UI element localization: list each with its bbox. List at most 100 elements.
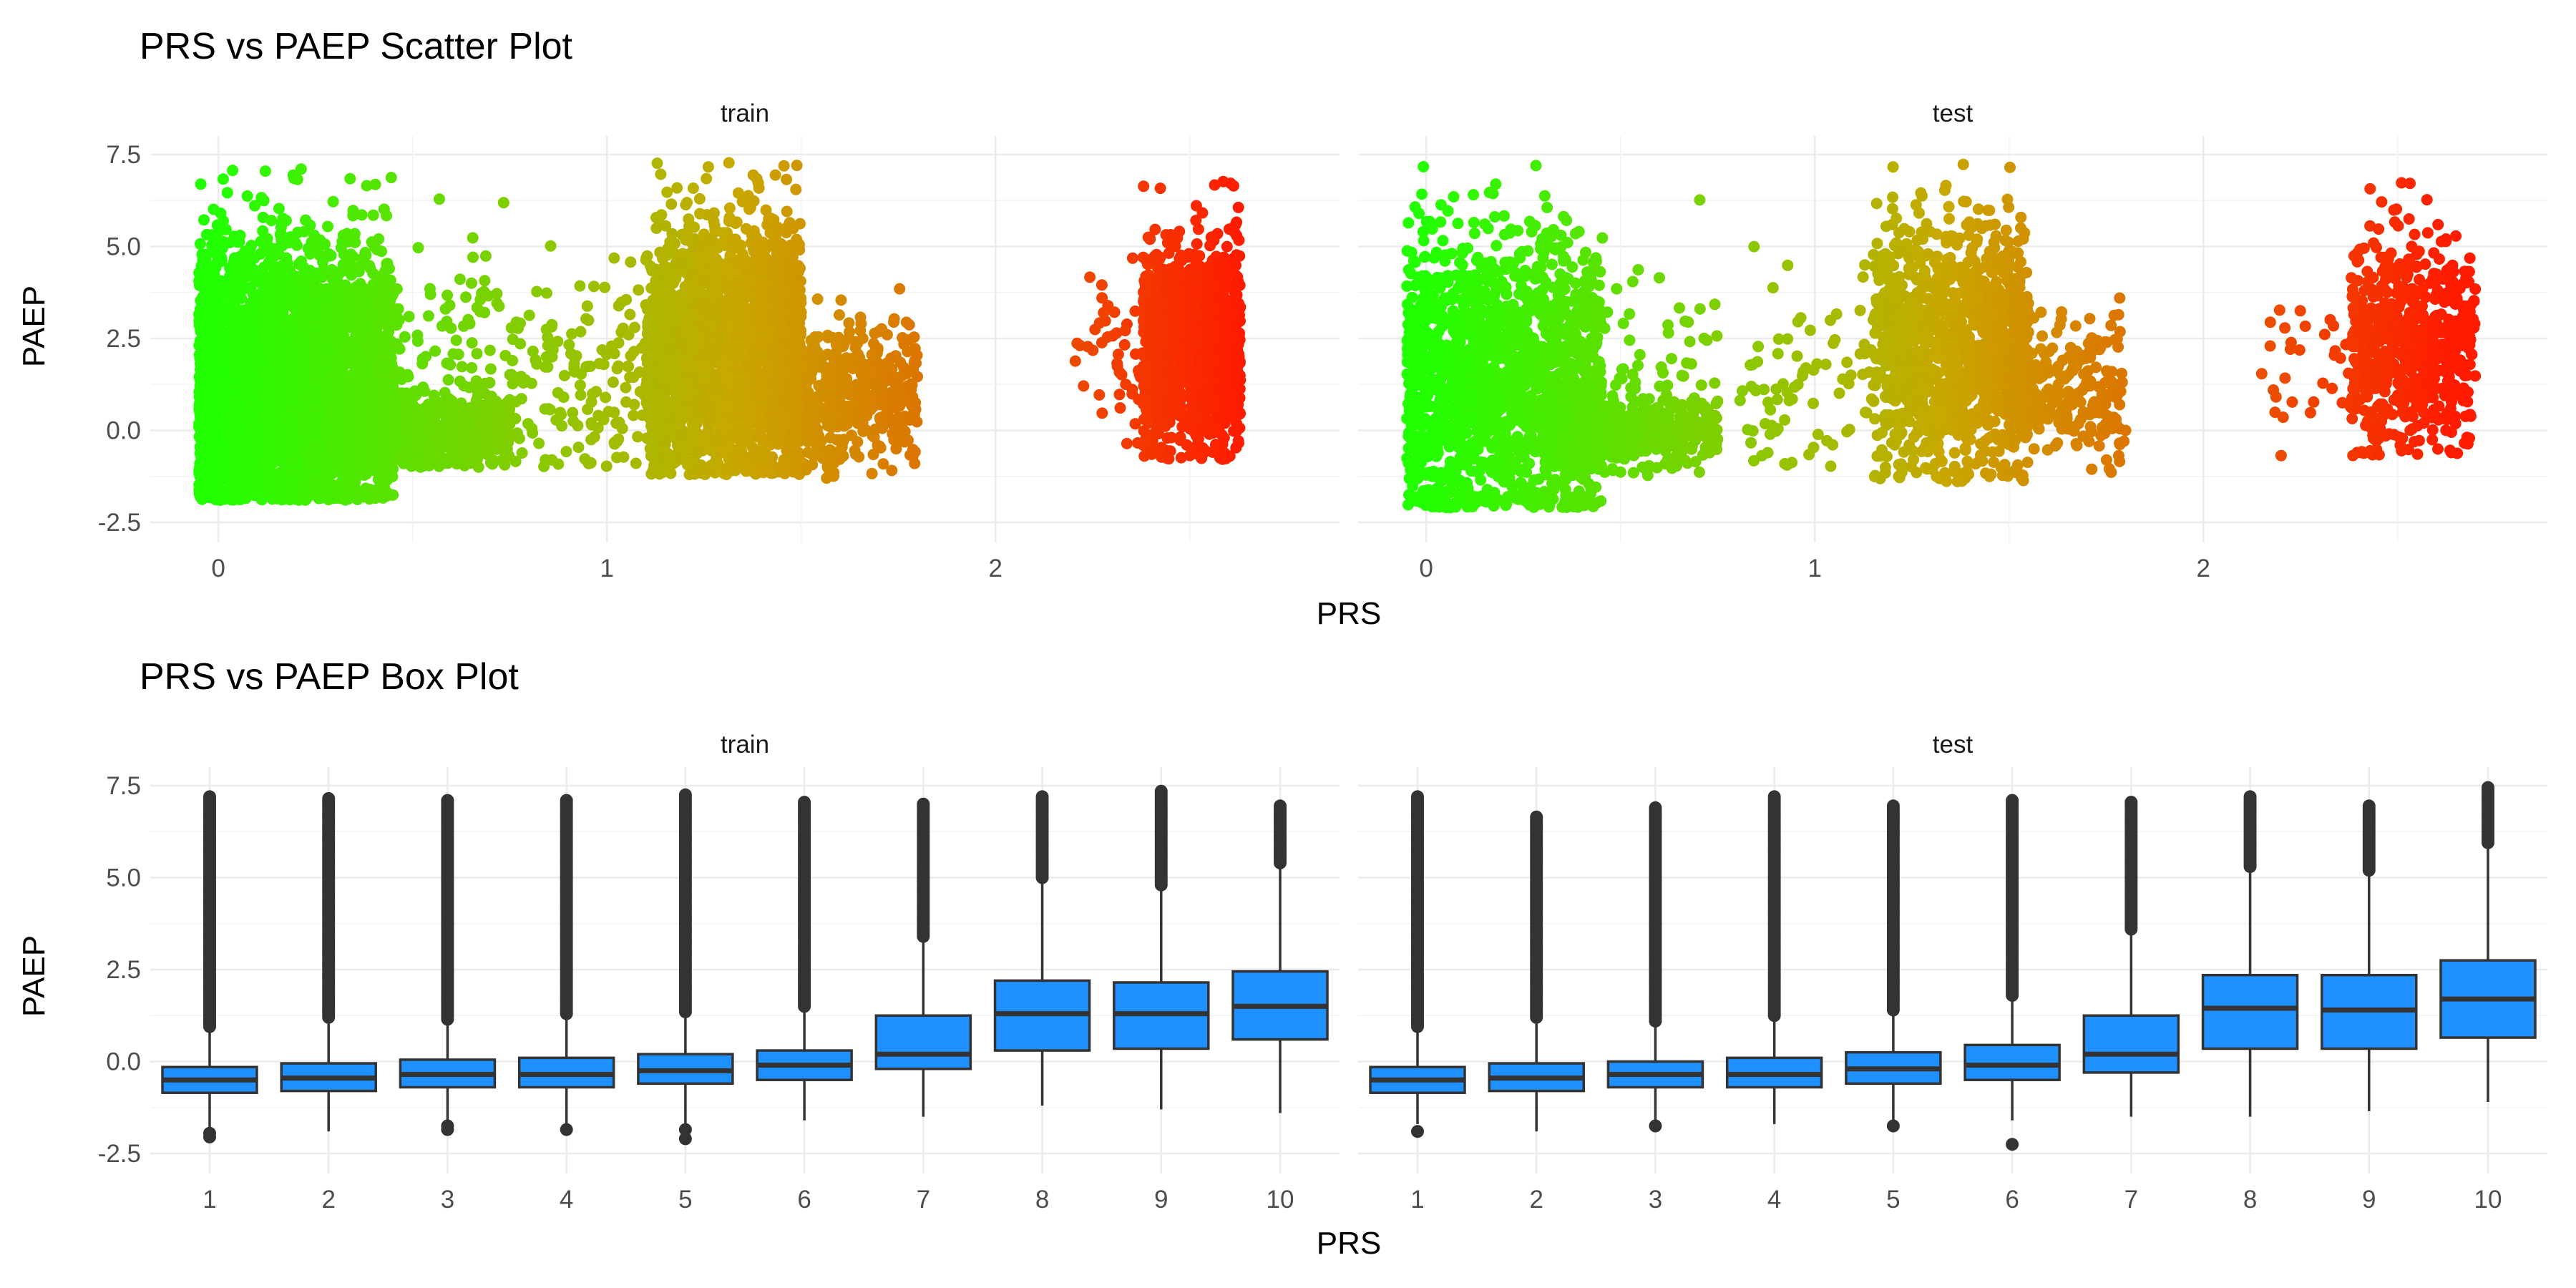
- scatter-point: [633, 284, 645, 296]
- scatter-point: [545, 240, 557, 252]
- scatter-point: [325, 250, 337, 262]
- scatter-point: [300, 408, 311, 420]
- scatter-point: [607, 376, 619, 389]
- scatter-point: [608, 252, 620, 264]
- scatter-point: [489, 396, 502, 408]
- scatter-point: [456, 361, 468, 373]
- scatter-point: [540, 361, 552, 373]
- scatter-x-tick-label: 1: [600, 555, 613, 582]
- scatter-point: [245, 459, 257, 471]
- scatter-point: [630, 457, 642, 469]
- scatter-point: [620, 396, 632, 408]
- scatter-point: [195, 464, 208, 476]
- scatter-point: [247, 322, 259, 334]
- scatter-point: [321, 299, 333, 311]
- scatter-point: [241, 190, 253, 202]
- scatter-point: [306, 464, 318, 476]
- scatter-point: [541, 287, 552, 299]
- scatter-point: [210, 394, 222, 406]
- scatter-point: [258, 308, 270, 321]
- scatter-point: [624, 371, 636, 384]
- scatter-point: [194, 380, 206, 391]
- scatter-point: [259, 165, 271, 177]
- scatter-point: [201, 269, 213, 281]
- scatter-point: [349, 282, 361, 294]
- scatter-point: [200, 228, 213, 240]
- scatter-point: [444, 358, 457, 371]
- scatter-point: [671, 182, 683, 194]
- scatter-point: [509, 396, 522, 408]
- scatter-point: [403, 311, 415, 323]
- scatter-point: [405, 450, 417, 462]
- scatter-point: [207, 280, 219, 293]
- scatter-point: [244, 303, 256, 316]
- scatter-point: [265, 215, 278, 227]
- scatter-point: [286, 371, 298, 384]
- scatter-point: [373, 318, 385, 331]
- scatter-point: [608, 406, 620, 419]
- scatter-point: [381, 389, 393, 401]
- scatter-point: [466, 362, 478, 374]
- scatter-point: [227, 165, 239, 177]
- scatter-point: [661, 186, 673, 198]
- scatter-point: [200, 248, 212, 260]
- scatter-point: [376, 333, 389, 346]
- scatter-point: [217, 215, 229, 227]
- scatter-point: [336, 344, 348, 356]
- scatter-point: [620, 381, 632, 394]
- scatter-point: [237, 327, 249, 339]
- scatter-point: [234, 230, 246, 241]
- scatter-point: [349, 440, 361, 452]
- scatter-point: [540, 323, 552, 336]
- scatter-point: [467, 232, 479, 244]
- scatter-plot-title: PRS vs PAEP Scatter Plot: [140, 26, 573, 67]
- scatter-point: [245, 486, 257, 498]
- scatter-point: [229, 426, 241, 438]
- scatter-point: [368, 378, 380, 390]
- scatter-point: [235, 342, 248, 354]
- scatter-point: [195, 178, 207, 190]
- scatter-point: [346, 374, 358, 386]
- scatter-point: [298, 491, 311, 503]
- scatter-point: [288, 467, 301, 479]
- scatter-point: [613, 433, 625, 445]
- scatter-point: [582, 404, 594, 415]
- scatter-point: [435, 454, 447, 466]
- scatter-point: [490, 414, 502, 426]
- scatter-point: [507, 333, 519, 346]
- scatter-point: [444, 299, 456, 311]
- scatter-point: [209, 479, 221, 492]
- scatter-point: [221, 187, 233, 199]
- scatter-point: [296, 318, 308, 331]
- scatter-point: [582, 361, 595, 372]
- scatter-point: [266, 436, 278, 448]
- scatter-point: [555, 406, 566, 419]
- scatter-point: [436, 320, 448, 332]
- scatter-point: [215, 339, 228, 351]
- scatter-point: [441, 289, 454, 301]
- scatter-point: [409, 385, 421, 397]
- scatter-point: [382, 351, 394, 363]
- scatter-point: [432, 433, 444, 445]
- scatter-point: [280, 266, 292, 278]
- scatter-point: [600, 348, 613, 361]
- scatter-point: [397, 434, 409, 446]
- scatter-point: [592, 409, 605, 421]
- scatter-point: [412, 242, 424, 254]
- scatter-plot: PRS vs PAEP Scatter Plot PAEP PRS 0 1 2tra…: [16, 26, 2547, 631]
- scatter-point: [208, 361, 220, 373]
- scatter-point: [343, 265, 356, 278]
- scatter-point: [262, 484, 274, 496]
- scatter-point: [585, 434, 597, 446]
- scatter-point: [574, 379, 586, 391]
- scatter-point: [279, 338, 291, 351]
- scatter-point: [478, 286, 490, 298]
- scatter-point: [560, 446, 572, 458]
- scatter-point: [338, 477, 350, 489]
- scatter-point: [479, 411, 492, 424]
- scatter-point: [317, 316, 329, 328]
- scatter-point: [556, 420, 568, 432]
- scatter-point: [196, 487, 208, 499]
- scatter-point: [215, 494, 227, 506]
